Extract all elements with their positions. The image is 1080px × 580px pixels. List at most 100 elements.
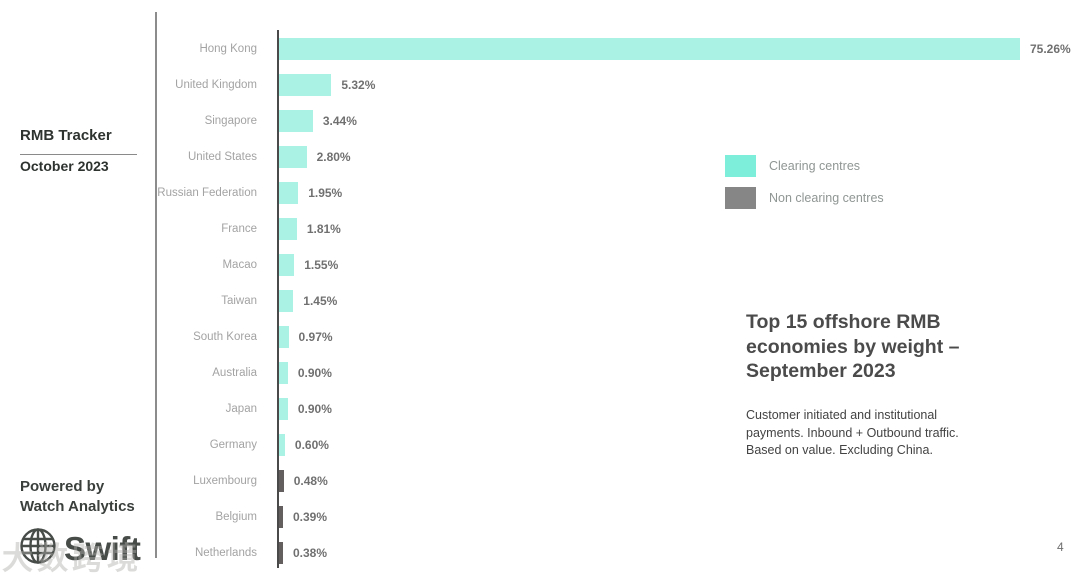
- legend-label-clearing: Clearing centres: [769, 159, 861, 173]
- brand-logo: Swift: [18, 526, 141, 571]
- bar: [279, 146, 307, 168]
- bar: [279, 254, 295, 276]
- chart-row: Russian Federation 1.95%: [155, 175, 1080, 211]
- brand-wordmark: Swift: [64, 529, 141, 567]
- bar-zone: 0.39%: [279, 506, 327, 528]
- bar-zone: 0.38%: [279, 542, 327, 564]
- legend-item-non-clearing: Non clearing centres: [725, 187, 884, 209]
- chart-row: France 1.81%: [155, 211, 1080, 247]
- value-label: 2.80%: [316, 150, 351, 164]
- bar: [279, 434, 285, 456]
- bar-zone: 1.81%: [279, 218, 341, 240]
- chart-legend: Clearing centres Non clearing centres: [725, 155, 884, 219]
- bar: [279, 506, 283, 528]
- chart-row: Singapore 3.44%: [155, 103, 1080, 139]
- bar: [279, 542, 283, 564]
- category-label: United Kingdom: [175, 79, 257, 91]
- page-number: 4: [1057, 540, 1064, 554]
- value-label: 0.90%: [297, 402, 332, 416]
- chart-row: Japan 0.90%: [155, 391, 1080, 427]
- value-label: 0.90%: [297, 366, 332, 380]
- category-label: Luxembourg: [193, 475, 257, 487]
- bar-zone: 75.26%: [279, 38, 1071, 60]
- chart-row: Macao 1.55%: [155, 247, 1080, 283]
- chart-row: Australia 0.90%: [155, 355, 1080, 391]
- bar-zone: 2.80%: [279, 146, 351, 168]
- bar-zone: 0.97%: [279, 326, 333, 348]
- chart-title: Top 15 offshore RMB economies by weight …: [746, 310, 1056, 384]
- report-title: RMB Tracker: [20, 127, 137, 155]
- category-label: South Korea: [193, 331, 257, 343]
- value-label: 5.32%: [341, 78, 376, 92]
- value-label: 0.39%: [293, 510, 328, 524]
- globe-icon: [18, 526, 58, 571]
- chart-row: Taiwan 1.45%: [155, 283, 1080, 319]
- bar-zone: 5.32%: [279, 74, 375, 96]
- value-label: 1.95%: [308, 186, 343, 200]
- legend-label-non-clearing: Non clearing centres: [769, 191, 884, 205]
- bar-rows: Hong Kong 75.26% United Kingdom 5.32% Singap…: [155, 31, 1080, 571]
- bar: [279, 218, 297, 240]
- bar: [279, 110, 313, 132]
- bar: [279, 326, 289, 348]
- bar-zone: 0.48%: [279, 470, 328, 492]
- category-label: Russian Federation: [157, 187, 257, 199]
- category-label: Germany: [209, 439, 257, 451]
- bar-zone: 3.44%: [279, 110, 357, 132]
- category-label: Japan: [225, 403, 257, 415]
- chart-subtitle-line2: payments. Inbound + Outbound traffic.: [746, 425, 959, 440]
- category-label: Singapore: [204, 115, 257, 127]
- bar: [279, 182, 299, 204]
- value-label: 75.26%: [1030, 42, 1071, 56]
- value-label: 0.48%: [293, 474, 328, 488]
- bar: [279, 470, 284, 492]
- chart-row: Hong Kong 75.26%: [155, 31, 1080, 67]
- chart-subtitle-line1: Customer initiated and institutional: [746, 408, 938, 422]
- bar-zone: 1.55%: [279, 254, 338, 276]
- category-label: Taiwan: [221, 295, 257, 307]
- chart-subtitle: Customer initiated and institutional pay…: [746, 407, 1046, 460]
- chart-title-line2: economies by weight –: [746, 335, 960, 358]
- report-date: October 2023: [20, 158, 109, 174]
- category-label: Macao: [222, 259, 257, 271]
- value-label: 0.97%: [298, 330, 333, 344]
- category-label: Australia: [212, 367, 257, 379]
- chart-subtitle-line3: Based on value. Excluding China.: [746, 443, 933, 457]
- chart-row: South Korea 0.97%: [155, 319, 1080, 355]
- bar: [279, 38, 1020, 60]
- chart-row: Netherlands 0.38%: [155, 535, 1080, 571]
- category-label: Netherlands: [194, 547, 257, 559]
- legend-swatch-clearing: [725, 155, 756, 177]
- value-label: 1.81%: [306, 222, 341, 236]
- legend-item-clearing: Clearing centres: [725, 155, 884, 177]
- chart-row: Germany 0.60%: [155, 427, 1080, 463]
- value-label: 0.38%: [293, 546, 328, 560]
- category-label: United States: [187, 151, 257, 163]
- value-label: 1.55%: [304, 258, 339, 272]
- powered-by-line2: Watch Analytics: [20, 498, 135, 516]
- bar: [279, 398, 288, 420]
- bar-zone: 1.95%: [279, 182, 342, 204]
- bar: [279, 290, 294, 312]
- powered-by-label: Powered by Watch Analytics: [20, 477, 135, 518]
- bar-zone: 0.90%: [279, 398, 332, 420]
- bar-zone: 1.45%: [279, 290, 337, 312]
- category-label: France: [221, 223, 257, 235]
- chart-title-line3: September 2023: [746, 360, 896, 383]
- bar: [279, 362, 288, 384]
- value-label: 3.44%: [322, 114, 357, 128]
- sidebar-divider: [155, 12, 157, 558]
- value-label: 0.60%: [294, 438, 329, 452]
- bar: [279, 74, 332, 96]
- chart-row: Luxembourg 0.48%: [155, 463, 1080, 499]
- chart-row: United Kingdom 5.32%: [155, 67, 1080, 103]
- value-label: 1.45%: [303, 294, 338, 308]
- chart-title-line1: Top 15 offshore RMB: [746, 311, 941, 333]
- legend-swatch-non-clearing: [725, 187, 756, 209]
- category-label: Belgium: [215, 511, 257, 523]
- chart-row: Belgium 0.39%: [155, 499, 1080, 535]
- bar-zone: 0.90%: [279, 362, 332, 384]
- chart-row: United States 2.80%: [155, 139, 1080, 175]
- chart-axis-line: [277, 30, 279, 568]
